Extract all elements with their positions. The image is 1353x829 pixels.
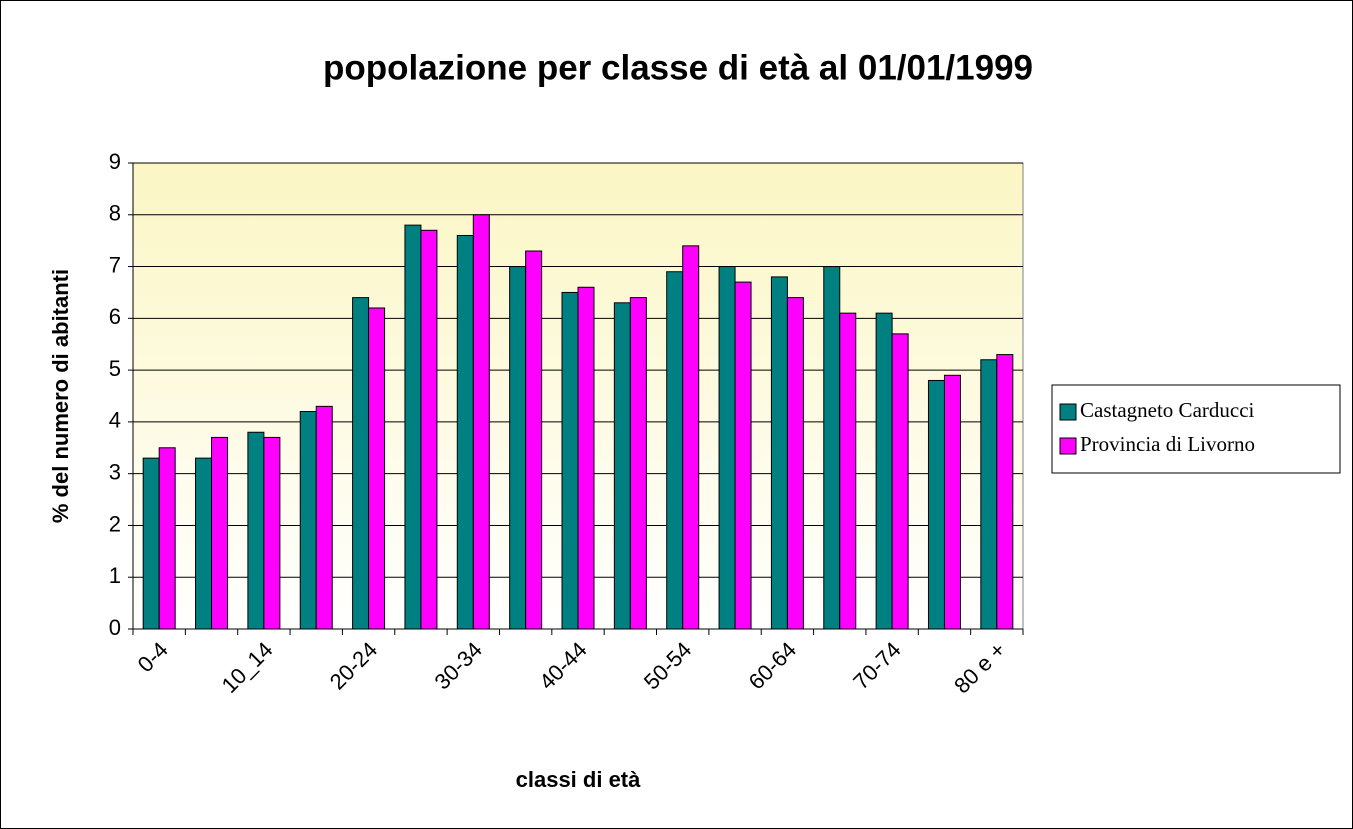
y-tick-label: 7 xyxy=(109,252,121,277)
bar xyxy=(368,307,386,630)
bar xyxy=(142,457,160,630)
bar xyxy=(786,297,804,630)
bar xyxy=(561,291,579,630)
bar xyxy=(875,312,893,630)
bar xyxy=(734,281,752,630)
bar xyxy=(682,245,700,630)
bar xyxy=(352,297,370,630)
y-tick-label: 5 xyxy=(109,356,121,381)
bar xyxy=(420,229,438,630)
bar xyxy=(891,333,909,630)
y-tick-label: 1 xyxy=(109,563,121,588)
y-axis-label: % del numero di abitanti xyxy=(48,269,73,523)
legend-label: Castagneto Carducci xyxy=(1080,398,1255,422)
bar xyxy=(613,302,631,630)
bar xyxy=(839,312,857,630)
bar xyxy=(195,457,213,630)
bar xyxy=(770,276,788,630)
legend-swatch xyxy=(1059,437,1077,455)
y-tick-label: 3 xyxy=(109,459,121,484)
y-tick-label: 6 xyxy=(109,304,121,329)
bar xyxy=(718,266,736,630)
chart-title: popolazione per classe di età al 01/01/1… xyxy=(323,48,1033,87)
bar xyxy=(629,297,647,630)
bar xyxy=(299,411,317,630)
bar xyxy=(980,359,998,630)
bar xyxy=(943,374,961,630)
bar xyxy=(158,447,176,630)
bar xyxy=(525,250,543,630)
y-tick-label: 2 xyxy=(109,511,121,536)
y-tick-label: 8 xyxy=(109,201,121,226)
bar xyxy=(472,214,490,630)
bar xyxy=(315,405,333,630)
legend-swatch xyxy=(1059,403,1077,421)
y-tick-label: 9 xyxy=(109,149,121,174)
bar xyxy=(927,379,945,630)
y-tick-label: 4 xyxy=(109,408,121,433)
bar xyxy=(263,436,281,630)
bar xyxy=(456,234,474,630)
bar xyxy=(996,354,1014,630)
x-axis-label: classi di età xyxy=(516,767,642,792)
legend-box xyxy=(1051,384,1341,474)
y-tick-label: 0 xyxy=(109,615,121,640)
legend-label: Provincia di Livorno xyxy=(1080,432,1255,456)
bar xyxy=(823,266,841,630)
bar xyxy=(211,436,229,630)
bar xyxy=(404,224,422,630)
bar xyxy=(509,266,527,630)
bar xyxy=(247,431,265,630)
bar xyxy=(577,286,595,630)
bar xyxy=(666,271,684,630)
